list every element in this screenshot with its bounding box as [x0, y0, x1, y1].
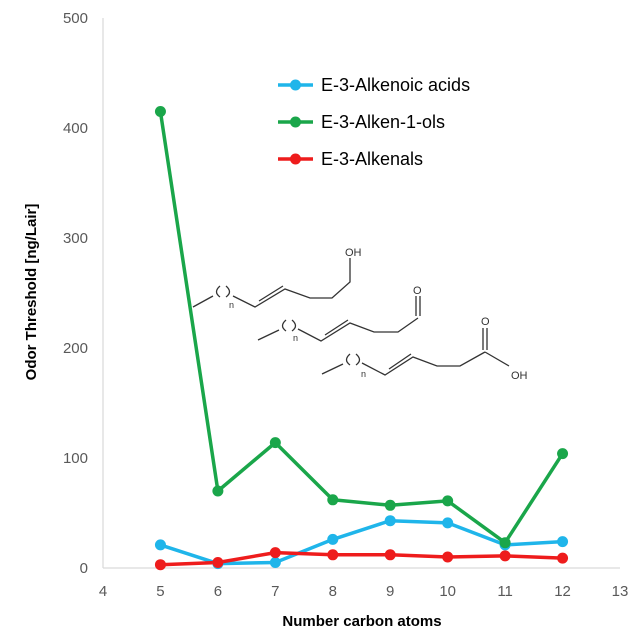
legend-swatch-marker — [290, 153, 301, 165]
x-tick-label: 12 — [554, 583, 571, 600]
series-0-point — [384, 515, 396, 527]
x-tick-label: 11 — [497, 583, 513, 600]
series-0-point — [154, 539, 166, 551]
y-tick-label: 0 — [80, 560, 88, 577]
series-1-point — [499, 537, 511, 549]
structure-alkenol-oh-label: OH — [345, 247, 362, 259]
y-tick-label: 200 — [63, 340, 88, 357]
structure-acid-n-label: n — [361, 369, 366, 379]
structure-alkenoic-acid: O OH n — [321, 316, 528, 382]
structure-alkenol-n-label: n — [229, 300, 234, 310]
legend-swatch-marker — [290, 79, 301, 91]
legend-label: E-3-Alkenoic acids — [321, 75, 470, 95]
x-tick-label: 10 — [439, 583, 456, 600]
legend-label: E-3-Alken-1-ols — [321, 112, 445, 132]
series-2-point — [154, 559, 166, 571]
series-0-point — [557, 536, 569, 548]
series-2-point — [327, 549, 339, 561]
series-line-0 — [159, 518, 563, 566]
series-0-point — [327, 533, 339, 545]
series-2-point — [499, 550, 511, 562]
series-1-point — [269, 437, 281, 449]
series-1-point — [327, 494, 339, 506]
series-1-point — [154, 106, 166, 117]
structure-alkenol: OH n — [192, 247, 362, 310]
y-axis-title: Odor Threshold [ng/Lair] — [23, 204, 40, 381]
y-tick-label: 500 — [63, 10, 88, 27]
y-tick-label: 400 — [63, 120, 88, 137]
structure-acid-oh-label: OH — [511, 370, 528, 382]
series-0-point — [269, 557, 281, 568]
structure-acid-o-label: O — [481, 316, 490, 328]
y-tick-label: 100 — [63, 450, 88, 467]
series-1-point — [557, 448, 569, 460]
series-line-1 — [158, 111, 565, 545]
y-tick-label: 300 — [63, 230, 88, 247]
structure-alkenal-n-label: n — [293, 333, 298, 343]
legend: E-3-Alkenoic acids E-3-Alken-1-ols E-3-Alk… — [278, 75, 470, 169]
series-2-point — [212, 557, 224, 568]
x-tick-label: 13 — [612, 583, 629, 600]
x-axis-title: Number carbon atoms — [282, 613, 441, 630]
series-1-point — [442, 495, 454, 507]
series-2-point — [384, 549, 396, 561]
legend-label: E-3-Alkenals — [321, 149, 423, 169]
series-1-point — [212, 485, 224, 497]
x-tick-label: 8 — [329, 583, 337, 600]
x-tick-label: 4 — [99, 583, 107, 600]
structure-alkenal: O n — [257, 285, 422, 343]
legend-swatch-marker — [290, 116, 301, 128]
x-tick-label: 9 — [386, 583, 394, 600]
axes — [102, 18, 620, 569]
x-tick-label: 7 — [271, 583, 279, 600]
series-line-2 — [160, 550, 563, 567]
series-1-point — [384, 499, 396, 511]
series-2-point — [557, 552, 569, 564]
series-points — [154, 106, 569, 571]
series-2-point — [269, 547, 281, 559]
series-0-point — [442, 517, 454, 529]
series-lines — [158, 111, 565, 567]
x-tick-label: 5 — [156, 583, 164, 600]
x-tick-label: 6 — [214, 583, 222, 600]
structure-alkenal-o-label: O — [413, 285, 422, 297]
tick-labels: 4 5 6 7 8 9 10 11 12 13 0 100 200 300 400 500 — [63, 10, 628, 600]
series-2-point — [442, 551, 454, 563]
